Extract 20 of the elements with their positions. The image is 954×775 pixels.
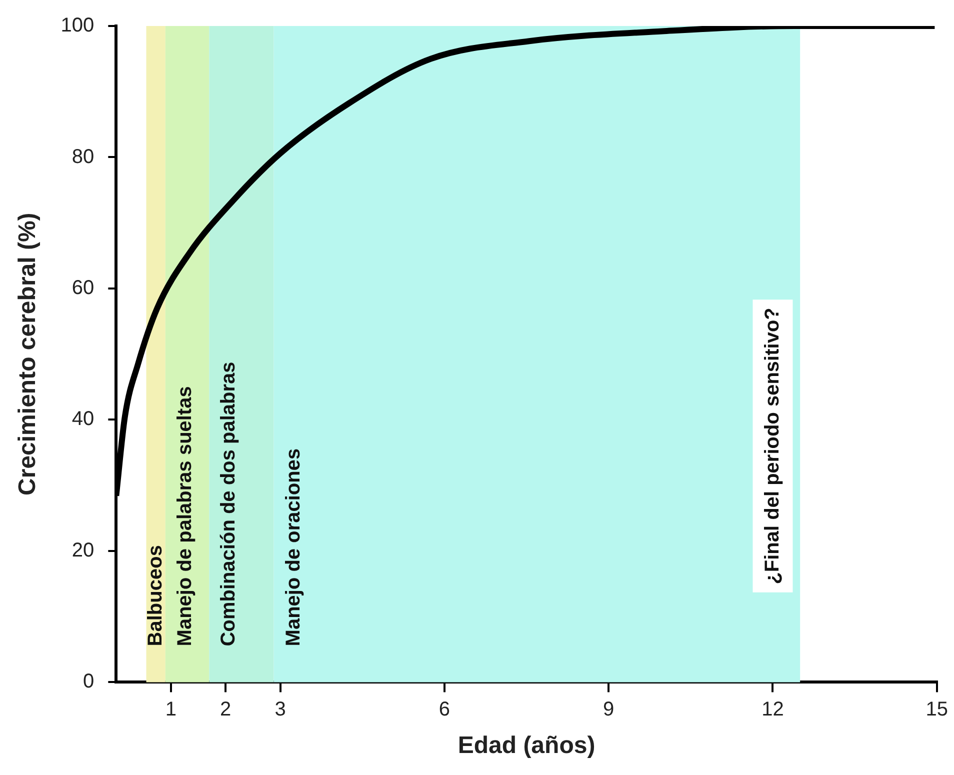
- x-tick-label: 15: [926, 698, 948, 721]
- y-axis-title: Crecimiento cerebral (%): [14, 212, 42, 496]
- y-tick-label: 40: [72, 408, 94, 430]
- y-tick-label: 80: [72, 146, 94, 168]
- annotation: ¿Final del periodo sensitivo?: [761, 308, 784, 584]
- x-tick-label: 6: [438, 698, 450, 721]
- y-tick-label: 100: [60, 14, 94, 37]
- band-label: Combinación de dos palabras: [218, 362, 240, 646]
- y-tick-label: 20: [72, 539, 94, 562]
- y-tick-label: 0: [83, 670, 94, 693]
- x-axis-title: Edad (años): [458, 732, 596, 760]
- x-tick-label: 9: [603, 698, 614, 721]
- y-tick-label: 60: [72, 276, 94, 299]
- band-label: Manejo de oraciones: [282, 448, 304, 646]
- x-tick-label: 12: [762, 698, 784, 721]
- x-tick-label: 3: [274, 698, 286, 721]
- band-label: Manejo de palabras sueltas: [174, 386, 196, 646]
- band-label: Balbuceos: [144, 545, 166, 646]
- x-tick-label: 1: [165, 698, 176, 721]
- x-tick-label: 2: [220, 698, 232, 721]
